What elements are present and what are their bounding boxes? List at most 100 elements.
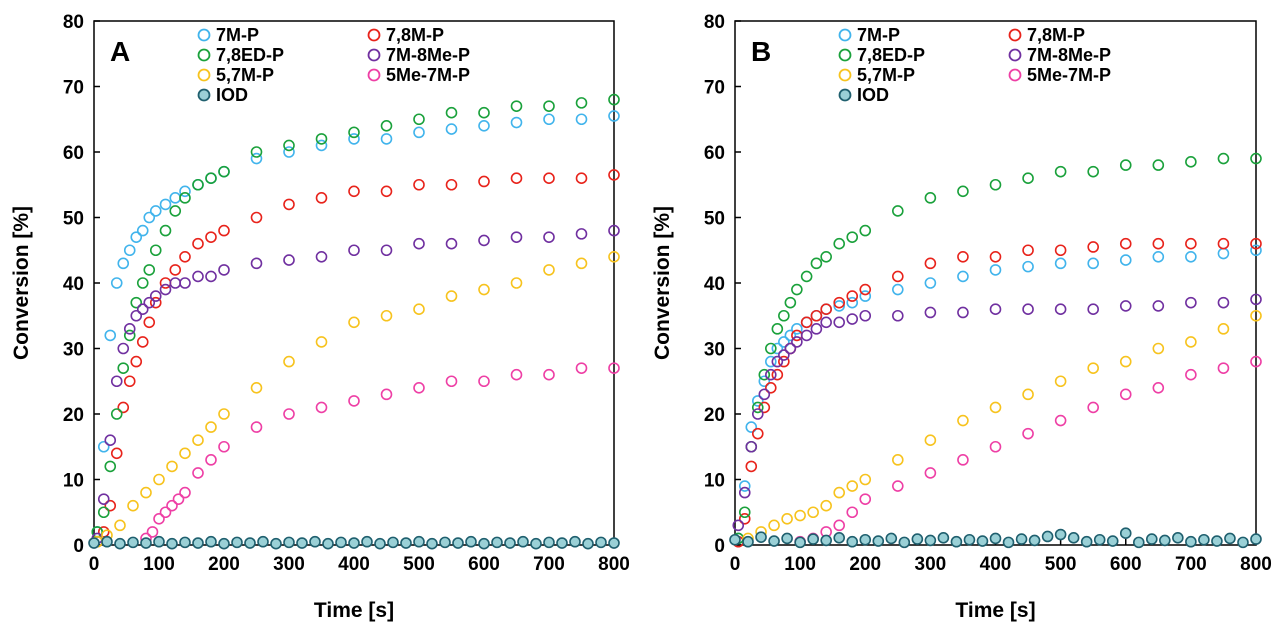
y-tick-label: 30 [704,340,725,361]
data-point [101,535,113,548]
y-tick-label: 10 [63,471,84,492]
data-point [510,231,523,243]
data-point [1217,237,1230,250]
data-point [794,509,806,522]
data-point [380,388,393,401]
legend-marker [367,28,381,42]
data-point [130,309,143,322]
data-point [1119,237,1132,250]
data-point [348,126,360,139]
plot-frame [93,20,615,546]
chart-panel-B: 0 100 200 300 400 500 600 700 800 0 10 20 30 40 50 60 70… [651,12,1272,622]
x-tick-label: 500 [403,554,435,575]
data-point [778,336,790,348]
data-point [911,533,924,545]
data-point [898,536,911,549]
data-point [348,537,360,549]
data-point [172,493,185,505]
data-point [478,537,490,550]
legend-marker [367,68,381,82]
panel-label: B [751,36,771,67]
data-point [543,172,555,184]
data-point [478,120,490,132]
data-point [765,368,777,381]
series-IOD [88,535,620,550]
series-5,7M-P [91,250,620,548]
data-point [751,401,764,414]
data-point [510,100,523,112]
data-point [205,270,217,283]
data-point [159,224,172,237]
data-point [989,532,1002,545]
data-point [1217,323,1230,335]
data-point [543,536,555,549]
data-point [218,264,230,276]
data-point [192,270,204,283]
data-point [315,336,328,348]
legend-label: 7,8M-P [1027,25,1085,45]
data-point [1054,414,1067,427]
y-tick-label: 60 [63,143,84,164]
data-point [1217,152,1230,165]
data-point [380,309,393,322]
data-point [1250,533,1262,545]
data-point [543,368,555,381]
data-point [149,296,162,309]
data-point [110,447,123,460]
data-point [833,237,846,250]
data-point [114,537,126,550]
x-axis-label: Time [s] [955,599,1035,622]
data-point [758,375,771,388]
data-point [315,401,328,414]
data-point [989,440,1002,453]
data-point [781,532,793,545]
y-tick-label: 0 [73,536,84,557]
y-tick-label: 40 [63,274,84,295]
data-point [1172,531,1184,544]
x-tick-label: 100 [143,554,175,575]
data-point [820,499,832,512]
data-point [192,467,204,479]
data-point [140,486,152,499]
data-point [130,355,143,368]
data-point [257,535,269,548]
data-point [218,165,230,178]
data-point [1185,156,1197,168]
data-point [97,493,110,505]
data-point [250,257,263,270]
data-point [205,421,217,433]
data-point [136,336,149,348]
data-point [784,296,797,309]
data-point [751,395,764,407]
data-point [1087,241,1099,253]
data-point [989,264,1002,276]
data-point [1185,336,1197,348]
series-7M-8Me-P [91,224,620,545]
data-point [732,519,745,532]
data-point [283,536,295,549]
data-point [1217,247,1230,260]
data-point [1185,250,1197,263]
data-point [478,375,490,388]
data-point [322,537,334,550]
data-point [445,106,458,119]
data-point [1015,533,1028,545]
legend-marker [1008,68,1022,82]
data-point [1146,533,1158,545]
data-point [445,290,458,302]
data-point [755,531,767,543]
data-point [1185,368,1197,381]
data-point [758,388,771,401]
legend-marker [197,28,211,42]
y-axis-label: Conversion [%] [651,206,674,360]
y-tick-label: 80 [704,12,725,33]
x-tick-label: 600 [1110,554,1142,575]
data-point [1152,300,1165,312]
data-point [1022,427,1034,440]
data-point [452,537,464,549]
x-tick-label: 200 [208,554,240,575]
data-point [1211,535,1223,547]
x-tick-label: 0 [89,554,100,575]
legend-label: 5Me-7M-P [1027,65,1111,85]
plot-frame [734,20,1257,546]
